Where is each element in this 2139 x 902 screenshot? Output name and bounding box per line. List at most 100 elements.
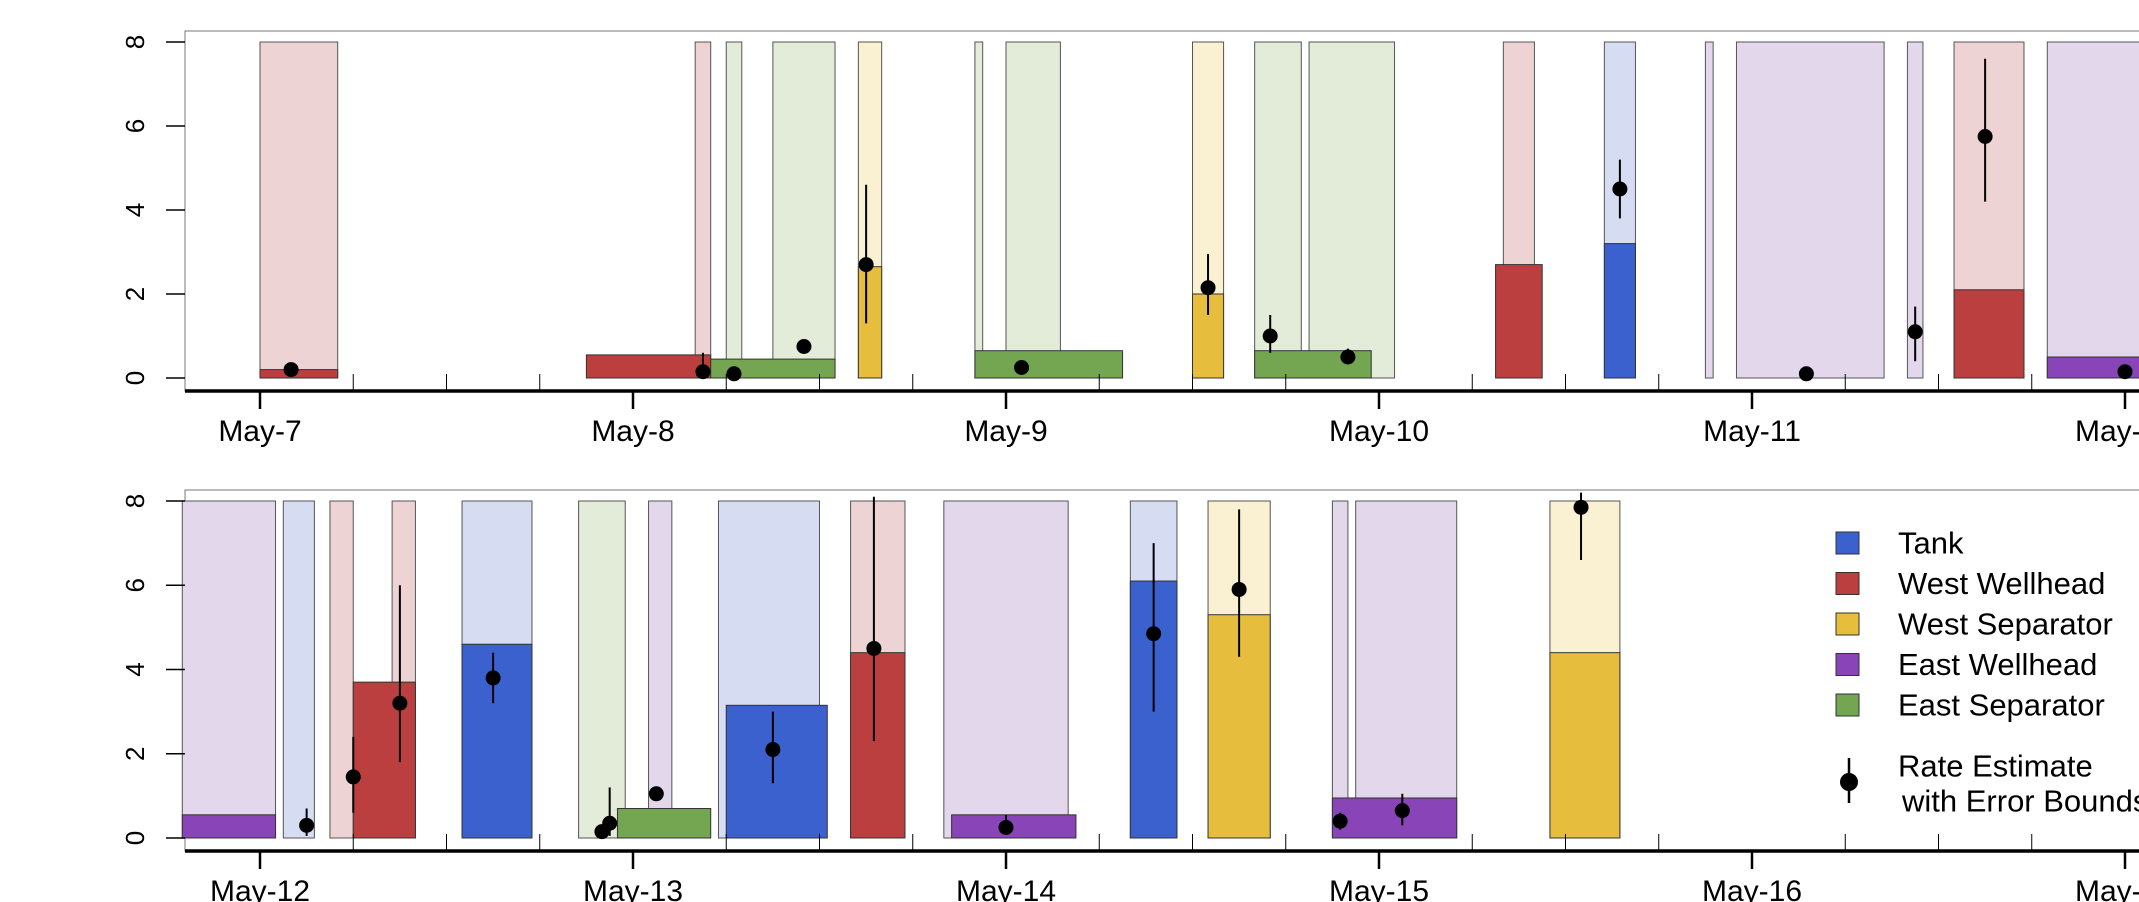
y-tick-label: 4	[120, 662, 150, 676]
rate-estimate-point	[2117, 364, 2133, 380]
measurement-window	[181, 500, 277, 839]
legend-estimate-label: Rate Estimate	[1898, 749, 2093, 784]
rate-estimate-point	[299, 817, 315, 833]
rate-estimate-point	[602, 815, 618, 831]
x-tick-label: May-16	[1702, 875, 1802, 902]
legend-swatch	[1835, 572, 1860, 595]
y-tick-label: 8	[120, 35, 150, 49]
rate-estimate-point	[648, 786, 664, 802]
rate-bar	[352, 681, 416, 839]
rate-estimate-point	[1231, 581, 1247, 597]
legend-label: East Wellhead	[1898, 647, 2097, 682]
rate-estimate-point	[1146, 626, 1162, 642]
measurement-window	[1704, 41, 1714, 379]
measurement-window	[725, 41, 743, 379]
y-tick-label: 4	[120, 203, 150, 217]
measurement-window	[1331, 500, 1349, 839]
legend-estimate-label-2: with Error Bounds	[1901, 784, 2139, 819]
rate-estimate-point	[695, 364, 711, 380]
legend-label: East Separator	[1898, 688, 2105, 723]
rate-estimate-point	[1200, 280, 1216, 296]
y-tick-label: 6	[120, 578, 150, 592]
measurement-window	[1735, 41, 1885, 379]
rate-bar	[2046, 356, 2139, 379]
rate-bar	[850, 652, 906, 839]
x-tick-label: May-11	[1703, 415, 1801, 448]
rate-estimate-point	[1798, 366, 1814, 382]
rate-estimate-point	[858, 257, 874, 273]
rate-estimate-point	[1014, 360, 1030, 375]
legend-swatch	[1835, 693, 1860, 717]
measurement-window	[2046, 41, 2139, 379]
x-tick-label: May-13	[583, 875, 683, 902]
rate-bar	[1953, 289, 2025, 379]
x-tick-label: May-17	[2075, 875, 2139, 902]
measurement-window	[694, 41, 712, 379]
y-tick-label: 0	[120, 371, 150, 385]
rate-bar	[616, 808, 712, 839]
rate-bar	[1549, 652, 1621, 839]
rate-estimate-point	[485, 670, 501, 686]
measurement-window	[329, 500, 354, 839]
x-tick-label: May-12	[2075, 415, 2139, 448]
y-tick-label: 2	[120, 287, 150, 301]
rate-estimate-point	[726, 366, 742, 382]
rate-bar	[1603, 243, 1636, 379]
rate-bar	[1331, 797, 1458, 839]
rate-estimate-point	[392, 695, 408, 711]
x-tick-label: May-15	[1329, 875, 1429, 902]
rate-estimate-point	[283, 362, 299, 378]
rate-bar	[725, 704, 828, 839]
rate-estimate-point	[866, 640, 882, 656]
rate-bar	[259, 369, 339, 379]
rate-estimate-point	[1332, 813, 1348, 829]
rate-estimate-point	[1394, 803, 1410, 819]
measurement-window	[578, 500, 626, 839]
legend: Tank West Wellhead West Separator East Well…	[1835, 526, 2139, 819]
measurement-window	[1254, 41, 1302, 379]
measurement-window	[974, 41, 984, 379]
legend-swatch	[1835, 531, 1860, 555]
measurement-window	[1906, 41, 1924, 379]
rate-bar	[181, 814, 277, 839]
legend-swatch	[1835, 653, 1860, 676]
measurement-window	[1005, 41, 1061, 379]
rate-estimate-point	[1907, 324, 1923, 340]
rate-bar	[585, 354, 712, 379]
legend-label: West Wellhead	[1898, 566, 2105, 601]
rate-bar	[857, 266, 883, 379]
rate-bar	[1495, 264, 1543, 379]
legend-label: Tank	[1898, 526, 1964, 561]
x-tick-label: May-12	[210, 875, 310, 902]
y-tick-label: 2	[120, 747, 150, 761]
x-tick-label: May-7	[218, 415, 301, 448]
measurement-window	[259, 41, 339, 379]
y-tick-label: 0	[120, 831, 150, 845]
measurement-window	[772, 41, 836, 379]
rate-estimate-point	[1340, 349, 1356, 365]
rate-estimate-point	[1573, 499, 1589, 515]
rate-bar	[951, 814, 1077, 839]
legend-estimate-point	[1840, 773, 1858, 791]
legend-swatch	[1835, 612, 1860, 636]
rate-bar	[710, 358, 836, 379]
measurement-window	[282, 500, 315, 839]
measurement-window	[943, 500, 1069, 839]
measurement-window	[1355, 500, 1458, 839]
rate-estimate-point	[1612, 181, 1628, 197]
panel-may12-may17: 0 2 4 6 8 May-12 May-13 May-14 May-15 May-16 May-1…	[120, 489, 2139, 902]
x-tick-label: May-9	[964, 415, 1047, 448]
rate-estimate-point	[765, 742, 781, 758]
rate-estimate-point	[345, 769, 361, 785]
measurement-window	[1308, 41, 1396, 379]
x-tick-label: May-10	[1329, 415, 1429, 448]
legend-label: West Separator	[1898, 607, 2113, 642]
rate-estimate-point	[796, 339, 812, 354]
x-tick-label: May-8	[591, 415, 674, 448]
y-tick-label: 8	[120, 494, 150, 508]
rate-estimate-point	[998, 819, 1014, 835]
rate-bar	[974, 350, 1124, 379]
y-tick-label: 6	[120, 119, 150, 133]
panel-may7-may12: 0 2 4 6 8 May-7 May-8 May-9 May-10 May-11 May-12	[120, 30, 2139, 448]
